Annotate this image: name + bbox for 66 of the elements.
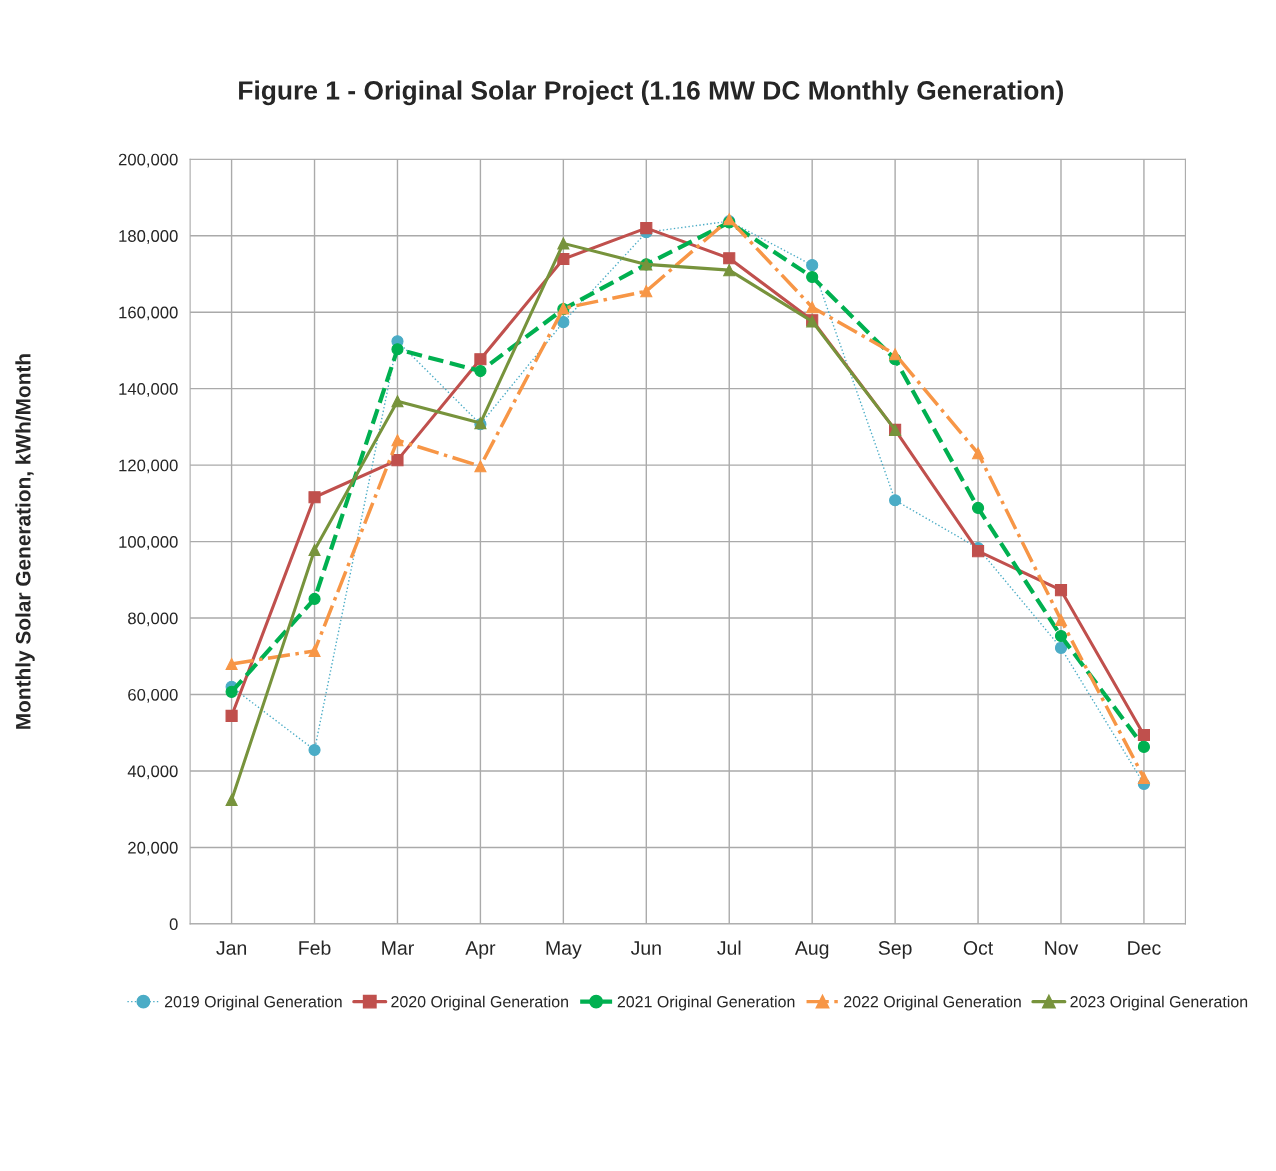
point — [308, 592, 321, 606]
x-tick-label: Jun — [630, 941, 661, 955]
point — [391, 343, 404, 356]
x-tick-label: May — [546, 941, 582, 959]
y-tick-label: 0 — [169, 918, 178, 931]
point — [971, 501, 985, 515]
chart-title: Figure 1 - Original Solar Project (1.16 MW DC Monthly Generation) — [239, 80, 1063, 106]
y-tick-label: 60,000 — [128, 688, 178, 703]
point — [640, 285, 653, 298]
x-tick-label: Jul — [717, 940, 741, 955]
point — [1054, 629, 1068, 643]
point — [308, 644, 321, 658]
x-tick-label: Dec — [1128, 941, 1161, 955]
x-tick-label: Jan — [216, 941, 247, 955]
point — [1054, 641, 1068, 654]
y-tick-label: 80,000 — [128, 612, 178, 627]
y-tick-label: 200,000 — [118, 153, 178, 168]
y-tick-label: 180,000 — [119, 230, 178, 244]
y-axis-title: Monthly Solar Generation, kWh/Month — [15, 354, 35, 729]
legend-label: 2020 Original Generation — [391, 995, 568, 1011]
point — [308, 743, 321, 757]
point — [308, 491, 321, 504]
point — [1054, 613, 1068, 627]
y-tick-label: 100,000 — [119, 535, 178, 550]
y-tick-label: 40,000 — [127, 765, 178, 780]
y-tick-label: 160,000 — [119, 306, 178, 321]
point — [640, 222, 653, 235]
point — [225, 793, 238, 807]
y-tick-label: 140,000 — [119, 383, 178, 397]
legend-label: 2021 Original Generation — [617, 995, 795, 1011]
point — [723, 264, 736, 277]
point — [225, 685, 238, 698]
point — [391, 395, 404, 408]
point — [557, 237, 570, 250]
x-tick-label: Feb — [299, 940, 331, 955]
point — [474, 460, 487, 473]
point — [1054, 584, 1068, 597]
point — [889, 348, 902, 361]
x-tick-label: Apr — [465, 941, 496, 959]
point — [971, 447, 985, 460]
point — [723, 252, 736, 265]
point — [225, 709, 238, 723]
point — [1137, 728, 1151, 742]
x-tick-label: Oct — [963, 941, 994, 955]
point — [474, 364, 487, 378]
point — [1137, 771, 1151, 784]
x-tick-label: Sep — [878, 941, 912, 959]
point — [557, 316, 570, 329]
y-tick-label: 20,000 — [128, 841, 178, 856]
x-tick-label: Aug — [794, 941, 829, 959]
point — [806, 259, 819, 272]
legend-label: 2019 Original Generation — [164, 995, 342, 1011]
point — [474, 353, 487, 366]
point — [806, 270, 819, 284]
point — [308, 543, 321, 557]
point — [225, 657, 238, 671]
x-tick-label: Mar — [382, 941, 414, 955]
y-tick-label: 120,000 — [119, 459, 178, 474]
x-tick-label: Nov — [1045, 941, 1079, 955]
point — [1137, 740, 1151, 753]
legend-label: 2023 Original Generation — [1070, 995, 1248, 1011]
point — [806, 301, 819, 314]
point — [391, 434, 404, 447]
point — [391, 454, 404, 467]
legend-label: 2022 Original Generation — [844, 995, 1021, 1011]
point — [889, 494, 902, 507]
